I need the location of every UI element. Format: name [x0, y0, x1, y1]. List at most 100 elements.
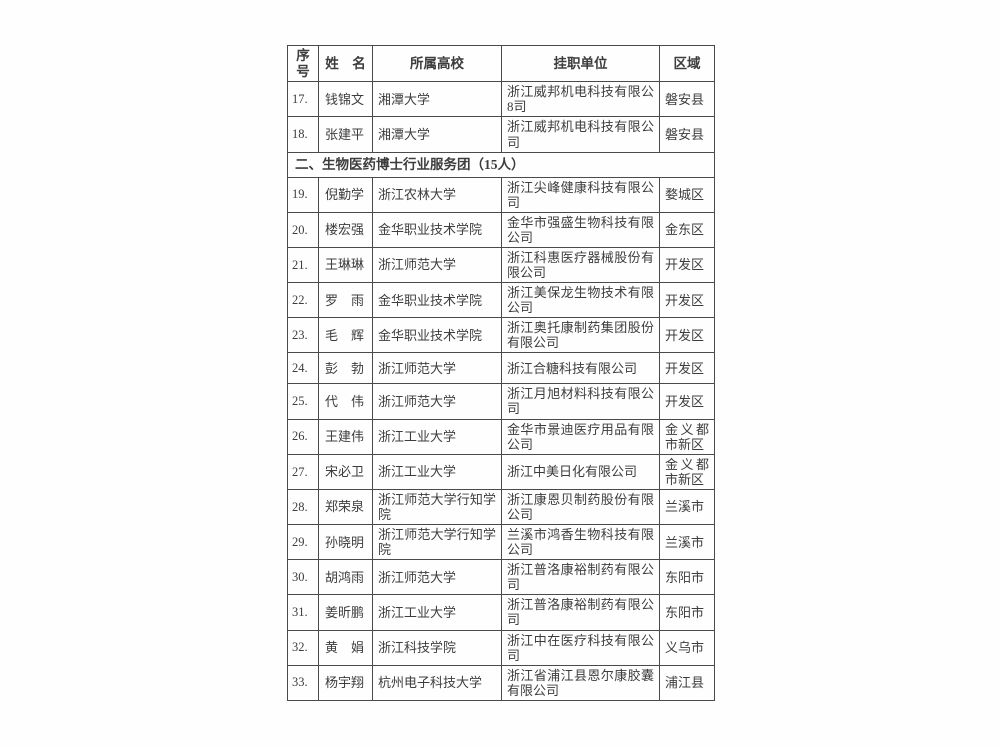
- cell-no: 29.: [287, 524, 319, 561]
- cell-univ: 浙江工业大学: [372, 418, 502, 455]
- cell-univ: 浙江工业大学: [372, 453, 502, 490]
- cell-no: 31.: [287, 594, 319, 631]
- table-row: 28. 郑荣泉 浙江师范大学行知学院 浙江康恩贝制药股份有限公司 兰溪市: [287, 488, 715, 526]
- table-row: 24. 彭 勃浙江师范大学 浙江合糖科技有限公司 开发区: [287, 352, 715, 385]
- cell-name: 郑荣泉: [318, 488, 373, 526]
- cell-no: 20.: [287, 211, 319, 248]
- cell-univ: 湘潭大学: [372, 116, 502, 153]
- cell-no: 28.: [287, 488, 319, 526]
- col-header-work-unit: 挂职单位: [501, 44, 660, 83]
- cell-no: 17.: [287, 81, 319, 118]
- table-row: 29. 孙晓明 浙江师范大学行知学院 兰溪市鸿香生物科技有限公司 兰溪市: [287, 524, 715, 561]
- table-row: 22. 罗 雨金华职业技术学院 浙江美保龙生物技术有限公司 开发区: [287, 282, 715, 319]
- cell-no: 25.: [287, 383, 319, 420]
- phd-service-team-table: 序号 姓 名 所属高校 挂职单位 区域 17. 钱锦文 湘潭大学 浙江威邦机电科技有限…: [287, 44, 715, 701]
- cell-company: 浙江中美日化有限公司: [501, 453, 660, 490]
- table-row: 33. 杨宇翔 杭州电子科技大学 浙江省浦江县恩尔康胶囊有限公司 浦江县: [287, 664, 715, 701]
- cell-name: 倪勤学: [318, 176, 373, 213]
- cell-univ: 金华职业技术学院: [372, 317, 502, 354]
- cell-region: 磐安县: [659, 81, 715, 118]
- cell-univ: 浙江师范大学: [372, 383, 502, 420]
- table-row: 27. 宋必卫 浙江工业大学 浙江中美日化有限公司 金义都市新区: [287, 453, 715, 490]
- cell-no: 21.: [287, 246, 319, 284]
- table-row: 26. 王建伟 浙江工业大学 金华市景迪医疗用品有限公司 金义都市新区: [287, 418, 715, 455]
- cell-company: 浙江月旭材料科技有限公司: [501, 383, 660, 420]
- table-row: 17. 钱锦文 湘潭大学 浙江威邦机电科技有限公8司 磐安县: [287, 81, 715, 118]
- table-row: 20. 楼宏强 金华职业技术学院 金华市强盛生物科技有限公司 金东区: [287, 211, 715, 248]
- cell-name: 楼宏强: [318, 211, 373, 248]
- cell-region: 开发区: [659, 352, 715, 385]
- cell-region: 兰溪市: [659, 524, 715, 561]
- cell-company: 金华市景迪医疗用品有限公司: [501, 418, 660, 455]
- cell-name: 宋必卫: [318, 453, 373, 490]
- table-row: 19. 倪勤学 浙江农林大学 浙江尖峰健康科技有限公司 婺城区: [287, 176, 715, 213]
- cell-region: 东阳市: [659, 559, 715, 596]
- section-title: 二、生物医药博士行业服务团（15人）: [287, 151, 715, 178]
- col-header-number: 序号: [287, 44, 319, 83]
- cell-company: 浙江威邦机电科技有限公司: [501, 116, 660, 153]
- table-row: 21. 王琳琳 浙江师范大学 浙江科惠医疗器械股份有限公司 开发区: [287, 246, 715, 284]
- cell-univ: 湘潭大学: [372, 81, 502, 118]
- cell-name: 姜昕鹏: [318, 594, 373, 631]
- cell-no: 26.: [287, 418, 319, 455]
- cell-company: 浙江奥托康制药集团股份有限公司: [501, 317, 660, 354]
- cell-name: 黄 娟: [318, 629, 373, 666]
- cell-region: 金义都市新区: [659, 418, 715, 455]
- cell-name: 王琳琳: [318, 246, 373, 284]
- cell-no: 27.: [287, 453, 319, 490]
- cell-name: 杨宇翔: [318, 664, 373, 701]
- cell-region: 开发区: [659, 317, 715, 354]
- cell-no: 33.: [287, 664, 319, 701]
- table-row: 18. 张建平 湘潭大学 浙江威邦机电科技有限公司 磐安县: [287, 116, 715, 153]
- cell-region: 浦江县: [659, 664, 715, 701]
- cell-region: 开发区: [659, 282, 715, 319]
- cell-name: 张建平: [318, 116, 373, 153]
- cell-no: 22.: [287, 282, 319, 319]
- cell-univ: 金华职业技术学院: [372, 211, 502, 248]
- cell-company: 浙江省浦江县恩尔康胶囊有限公司: [501, 664, 660, 701]
- cell-region: 东阳市: [659, 594, 715, 631]
- cell-no: 23.: [287, 317, 319, 354]
- cell-name: 孙晓明: [318, 524, 373, 561]
- cell-region: 开发区: [659, 383, 715, 420]
- cell-univ: 浙江师范大学: [372, 352, 502, 385]
- cell-no: 24.: [287, 352, 319, 385]
- cell-univ: 浙江科技学院: [372, 629, 502, 666]
- cell-name: 代 伟: [318, 383, 373, 420]
- cell-no: 19.: [287, 176, 319, 213]
- cell-region: 婺城区: [659, 176, 715, 213]
- cell-region: 开发区: [659, 246, 715, 284]
- cell-name: 胡鸿雨: [318, 559, 373, 596]
- col-header-name: 姓 名: [318, 44, 373, 83]
- cell-univ: 浙江师范大学行知学院: [372, 488, 502, 526]
- cell-region: 磐安县: [659, 116, 715, 153]
- cell-company: 浙江威邦机电科技有限公8司: [501, 81, 660, 118]
- cell-region: 金义都市新区: [659, 453, 715, 490]
- cell-univ: 浙江师范大学: [372, 246, 502, 284]
- table-row: 31. 姜昕鹏 浙江工业大学 浙江普洛康裕制药有限公司 东阳市: [287, 594, 715, 631]
- cell-name: 彭 勃: [318, 352, 373, 385]
- cell-company: 浙江合糖科技有限公司: [501, 352, 660, 385]
- cell-region: 义乌市: [659, 629, 715, 666]
- col-header-university: 所属高校: [372, 44, 502, 83]
- section-header-row: 二、生物医药博士行业服务团（15人）: [287, 151, 715, 178]
- cell-company: 浙江科惠医疗器械股份有限公司: [501, 246, 660, 284]
- cell-company: 金华市强盛生物科技有限公司: [501, 211, 660, 248]
- cell-company: 浙江中在医疗科技有限公司: [501, 629, 660, 666]
- cell-univ: 浙江农林大学: [372, 176, 502, 213]
- cell-company: 浙江普洛康裕制药有限公司: [501, 594, 660, 631]
- col-header-region: 区域: [659, 44, 715, 83]
- cell-company: 浙江康恩贝制药股份有限公司: [501, 488, 660, 526]
- cell-name: 王建伟: [318, 418, 373, 455]
- table-body: 17. 钱锦文 湘潭大学 浙江威邦机电科技有限公8司 磐安县 18. 张建平 湘潭大学 浙江威邦…: [287, 81, 715, 701]
- cell-company: 兰溪市鸿香生物科技有限公司: [501, 524, 660, 561]
- table-row: 23. 毛 辉金华职业技术学院 浙江奥托康制药集团股份有限公司 开发区: [287, 317, 715, 354]
- cell-univ: 浙江师范大学: [372, 559, 502, 596]
- table-row: 32. 黄 娟浙江科技学院 浙江中在医疗科技有限公司 义乌市: [287, 629, 715, 666]
- cell-company: 浙江美保龙生物技术有限公司: [501, 282, 660, 319]
- cell-name: 毛 辉: [318, 317, 373, 354]
- cell-univ: 金华职业技术学院: [372, 282, 502, 319]
- cell-univ: 杭州电子科技大学: [372, 664, 502, 701]
- table-header-row: 序号 姓 名 所属高校 挂职单位 区域: [287, 44, 715, 83]
